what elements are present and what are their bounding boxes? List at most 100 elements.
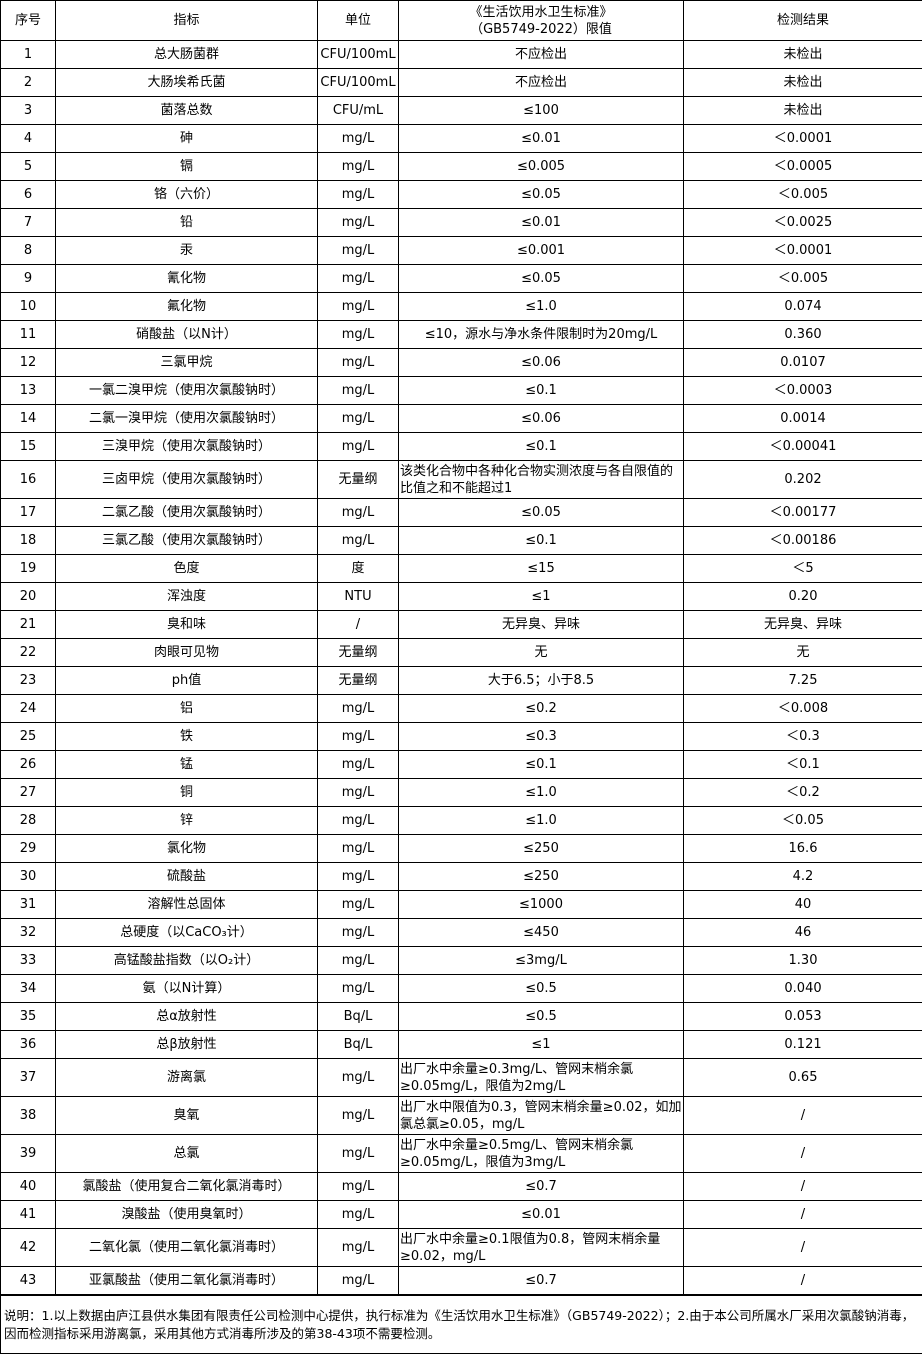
cell-result: ＜0.008 (684, 695, 922, 723)
cell-indicator: 浑浊度 (56, 583, 318, 611)
cell-result: ＜0.2 (684, 779, 922, 807)
cell-limit: ≤0.06 (399, 405, 684, 433)
cell-index: 12 (1, 349, 56, 377)
cell-limit: ≤0.5 (399, 1003, 684, 1031)
cell-unit: mg/L (318, 527, 399, 555)
cell-result: 4.2 (684, 863, 922, 891)
cell-limit: ≤250 (399, 863, 684, 891)
cell-index: 28 (1, 807, 56, 835)
cell-index: 17 (1, 499, 56, 527)
cell-index: 5 (1, 153, 56, 181)
cell-result: 0.121 (684, 1031, 922, 1059)
cell-index: 42 (1, 1229, 56, 1267)
cell-index: 3 (1, 97, 56, 125)
cell-index: 36 (1, 1031, 56, 1059)
cell-unit: mg/L (318, 807, 399, 835)
cell-indicator: 肉眼可见物 (56, 639, 318, 667)
cell-limit: 无异臭、异味 (399, 611, 684, 639)
cell-result: ＜0.00186 (684, 527, 922, 555)
cell-result: 无 (684, 639, 922, 667)
cell-index: 6 (1, 181, 56, 209)
cell-indicator: 铜 (56, 779, 318, 807)
cell-limit: ≤0.001 (399, 237, 684, 265)
cell-index: 16 (1, 461, 56, 499)
cell-index: 1 (1, 41, 56, 69)
cell-unit: mg/L (318, 265, 399, 293)
cell-limit: ≤15 (399, 555, 684, 583)
cell-limit: ≤0.1 (399, 527, 684, 555)
cell-result: / (684, 1135, 922, 1173)
cell-unit: CFU/100mL (318, 69, 399, 97)
cell-result: 无异臭、异味 (684, 611, 922, 639)
cell-index: 9 (1, 265, 56, 293)
cell-limit: ≤0.05 (399, 265, 684, 293)
cell-unit: mg/L (318, 835, 399, 863)
cell-unit: Bq/L (318, 1031, 399, 1059)
cell-indicator: 铬（六价） (56, 181, 318, 209)
cell-indicator: 菌落总数 (56, 97, 318, 125)
cell-result: 0.202 (684, 461, 922, 499)
cell-indicator: 锌 (56, 807, 318, 835)
cell-unit: mg/L (318, 1201, 399, 1229)
cell-index: 33 (1, 947, 56, 975)
cell-limit: ≤0.005 (399, 153, 684, 181)
cell-limit: ≤0.1 (399, 377, 684, 405)
cell-limit: ≤0.01 (399, 1201, 684, 1229)
cell-result: ＜0.05 (684, 807, 922, 835)
cell-result: 未检出 (684, 69, 922, 97)
cell-indicator: 总大肠菌群 (56, 41, 318, 69)
cell-indicator: 氟化物 (56, 293, 318, 321)
cell-limit: 无 (399, 639, 684, 667)
cell-indicator: 氨（以N计算） (56, 975, 318, 1003)
cell-indicator: 三卤甲烷（使用次氯酸钠时） (56, 461, 318, 499)
cell-limit: ≤100 (399, 97, 684, 125)
cell-indicator: 游离氯 (56, 1059, 318, 1097)
cell-result: 0.074 (684, 293, 922, 321)
cell-index: 20 (1, 583, 56, 611)
cell-unit: 无量纲 (318, 461, 399, 499)
cell-indicator: 二氧化氯（使用二氧化氯消毒时） (56, 1229, 318, 1267)
cell-unit: mg/L (318, 349, 399, 377)
cell-unit: mg/L (318, 153, 399, 181)
cell-result: 16.6 (684, 835, 922, 863)
cell-unit: mg/L (318, 751, 399, 779)
cell-index: 15 (1, 433, 56, 461)
cell-indicator: 硝酸盐（以N计） (56, 321, 318, 349)
cell-limit: ≤0.7 (399, 1173, 684, 1201)
cell-limit: 出厂水中限值为0.3，管网末梢余量≥0.02，如加氯总氯≥0.05，mg/L (399, 1097, 684, 1135)
cell-result: ＜0.00177 (684, 499, 922, 527)
cell-limit: ≤0.7 (399, 1267, 684, 1296)
cell-index: 40 (1, 1173, 56, 1201)
cell-index: 13 (1, 377, 56, 405)
cell-unit: mg/L (318, 499, 399, 527)
cell-limit: 出厂水中余量≥0.5mg/L、管网末梢余氯≥0.05mg/L，限值为3mg/L (399, 1135, 684, 1173)
footnote: 说明：1.以上数据由庐江县供水集团有限责任公司检测中心提供，执行标准为《生活饮用… (1, 1295, 922, 1354)
cell-unit: mg/L (318, 1229, 399, 1267)
cell-indicator: 亚氯酸盐（使用二氧化氯消毒时） (56, 1267, 318, 1296)
cell-unit: mg/L (318, 181, 399, 209)
cell-indicator: 高锰酸盐指数（以O₂计） (56, 947, 318, 975)
header-index: 序号 (1, 1, 56, 41)
cell-unit: mg/L (318, 891, 399, 919)
cell-index: 21 (1, 611, 56, 639)
cell-result: 0.053 (684, 1003, 922, 1031)
